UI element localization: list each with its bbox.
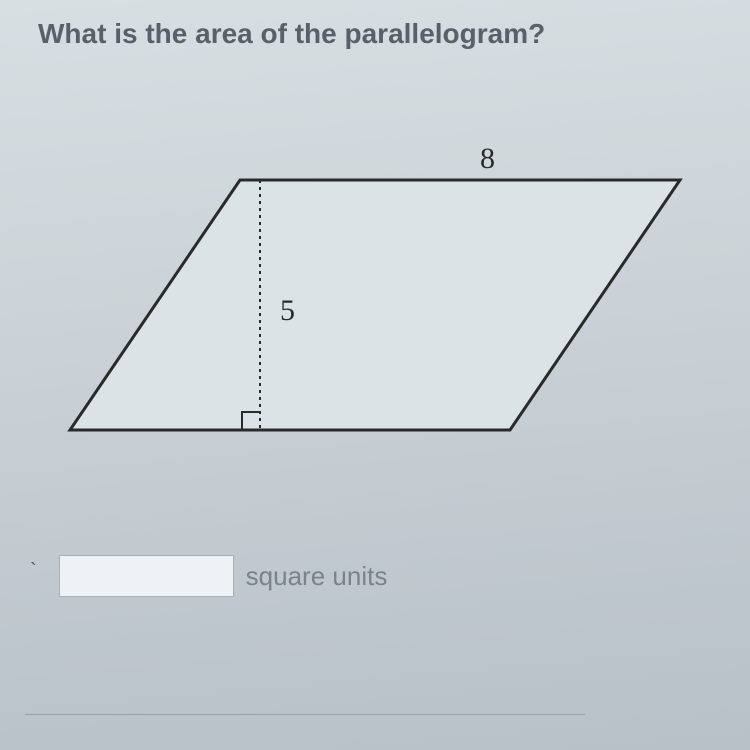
- height-label: 5: [280, 294, 295, 327]
- diagram-svg: 8 5: [20, 140, 730, 480]
- divider-line: [25, 714, 585, 715]
- parallelogram-diagram: 8 5: [20, 140, 730, 480]
- units-label: square units: [246, 561, 388, 592]
- answer-row: ` square units: [30, 555, 387, 597]
- parallelogram-shape: [70, 180, 680, 430]
- question-text: What is the area of the parallelogram?: [38, 18, 545, 50]
- base-label: 8: [480, 142, 495, 175]
- answer-input[interactable]: [59, 555, 234, 597]
- stray-mark: `: [30, 560, 37, 583]
